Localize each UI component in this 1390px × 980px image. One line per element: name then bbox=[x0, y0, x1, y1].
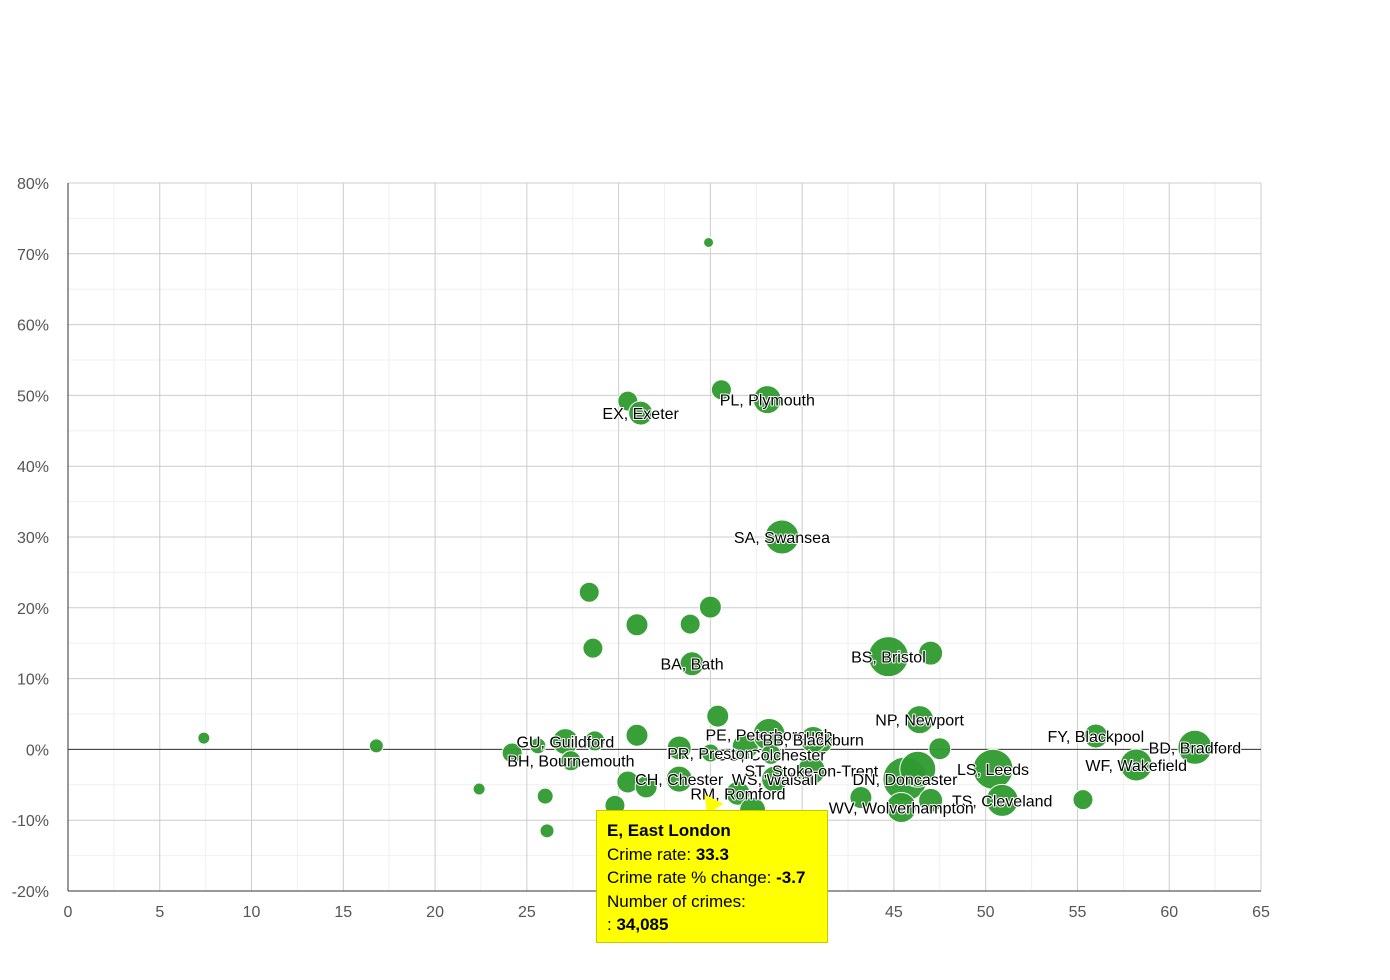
bubble bbox=[799, 725, 827, 753]
bubble bbox=[764, 519, 800, 555]
bubble bbox=[666, 735, 692, 761]
x-tick-label: 0 bbox=[64, 904, 73, 921]
bubble-label: LS, Leeds bbox=[957, 762, 1029, 779]
bubble-label: DN, Doncaster bbox=[852, 772, 958, 789]
bubble bbox=[703, 236, 715, 248]
y-tick-label: 50% bbox=[17, 388, 49, 405]
bubble bbox=[625, 613, 649, 637]
bubble bbox=[368, 738, 384, 754]
bubble-label: BB, Blackburn bbox=[762, 732, 863, 749]
y-tick-label: -20% bbox=[12, 884, 49, 901]
bubble-label: CH, Chester bbox=[635, 772, 724, 789]
bubble-label: WS, Walsall bbox=[732, 772, 818, 789]
bubble bbox=[584, 730, 606, 752]
bubble bbox=[698, 595, 722, 619]
bubble bbox=[918, 640, 944, 666]
bubble bbox=[665, 765, 693, 793]
bubble bbox=[706, 704, 730, 728]
bubble bbox=[625, 723, 649, 747]
bubble bbox=[885, 791, 917, 823]
bubble bbox=[501, 742, 523, 764]
bubble bbox=[867, 636, 909, 678]
tooltip-change: Crime rate % change: -3.7 bbox=[607, 868, 806, 887]
y-tick-label: 60% bbox=[17, 318, 49, 335]
bubble-label: SA, Swansea bbox=[734, 530, 830, 547]
bubble-labels: EX, Exeter PL, Plymouth SA, Swansea BA, Bat… bbox=[506, 392, 1242, 819]
bubble bbox=[197, 731, 211, 745]
bubble bbox=[529, 737, 547, 755]
bubble bbox=[928, 737, 952, 761]
major-gridlines bbox=[67, 182, 1262, 892]
bubble bbox=[918, 787, 944, 813]
bubbles bbox=[197, 236, 1213, 839]
y-tick-label: 0% bbox=[26, 742, 49, 759]
bubble-label: BH, Bournemouth bbox=[507, 754, 634, 771]
x-tick-label: 25 bbox=[518, 904, 536, 921]
x-tick-label: 60 bbox=[1160, 904, 1178, 921]
bubble bbox=[899, 750, 937, 788]
bubble bbox=[679, 651, 705, 677]
x-tick-label: 5 bbox=[155, 904, 164, 921]
bubble bbox=[849, 786, 873, 810]
y-tick-label: 70% bbox=[17, 247, 49, 264]
y-tick-label: 30% bbox=[17, 530, 49, 547]
bubble bbox=[905, 705, 935, 735]
bubble-label: PL, Plymouth bbox=[720, 393, 815, 410]
tooltip: E, East London Crime rate: 33.3 Crime ra… bbox=[596, 810, 828, 943]
bubble-label: GU, Guildford bbox=[516, 735, 614, 752]
bubble-label: PR, Preston bbox=[667, 746, 753, 763]
bubble bbox=[578, 581, 600, 603]
x-tick-label: 20 bbox=[426, 904, 444, 921]
bubble-label: WF, Wakefield bbox=[1085, 758, 1187, 775]
bubble bbox=[985, 783, 1019, 817]
x-tick-label: 15 bbox=[334, 904, 352, 921]
bubble bbox=[582, 637, 604, 659]
tooltip-title: E, East London bbox=[607, 821, 731, 840]
bubble-label: WV, Wolverhampton bbox=[829, 800, 974, 817]
bubble bbox=[710, 379, 732, 401]
x-tick-label: 55 bbox=[1069, 904, 1087, 921]
bubble bbox=[752, 385, 782, 415]
bubble bbox=[761, 765, 789, 793]
bubble bbox=[1083, 723, 1109, 749]
bubble bbox=[536, 787, 554, 805]
bubble-label: BA, Bath bbox=[660, 657, 723, 674]
bubble bbox=[472, 782, 486, 796]
bubble bbox=[539, 823, 555, 839]
bubble-label: FY, Blackpool bbox=[1047, 729, 1144, 746]
bubble bbox=[760, 743, 782, 765]
x-tick-label: 10 bbox=[243, 904, 261, 921]
tooltip-crimes-label: Number of crimes: bbox=[607, 891, 746, 911]
bubble bbox=[796, 756, 826, 786]
bubble-label: EX, Exeter bbox=[602, 406, 679, 423]
bubble-label: BD, Bradford bbox=[1149, 740, 1241, 757]
x-tick-label: 45 bbox=[885, 904, 903, 921]
bubble bbox=[1177, 729, 1213, 765]
x-tick-label: 65 bbox=[1252, 904, 1270, 921]
tooltip-rate: Crime rate: 33.3 bbox=[607, 844, 729, 864]
bubble bbox=[628, 400, 654, 426]
bubble-label: TS, Cleveland bbox=[952, 793, 1053, 810]
bubble-label: ST, Stoke-on-Trent bbox=[744, 764, 878, 781]
tooltip-crimes: : 34,085 bbox=[607, 915, 669, 934]
y-tick-label: 40% bbox=[17, 459, 49, 476]
bubble bbox=[634, 775, 658, 799]
bubble-label: BS, Bristol bbox=[851, 650, 926, 667]
bubble bbox=[700, 743, 720, 763]
bubble bbox=[1119, 748, 1153, 782]
bubble bbox=[725, 780, 751, 806]
y-tick-label: 10% bbox=[17, 672, 49, 689]
y-tick-label: -10% bbox=[12, 813, 49, 830]
bubble bbox=[1072, 789, 1094, 811]
y-tick-label: 80% bbox=[17, 176, 49, 193]
bubble-label: PE, Peterborough bbox=[706, 728, 833, 745]
bubble bbox=[560, 750, 582, 772]
y-tick-label: 20% bbox=[17, 601, 49, 618]
bubble bbox=[679, 613, 701, 635]
x-tick-label: 50 bbox=[977, 904, 995, 921]
bubble-label: RM, Romford bbox=[690, 786, 785, 803]
bubble-label: CO, Colchester bbox=[716, 747, 826, 764]
bubble-label: NP, Newport bbox=[875, 713, 964, 730]
